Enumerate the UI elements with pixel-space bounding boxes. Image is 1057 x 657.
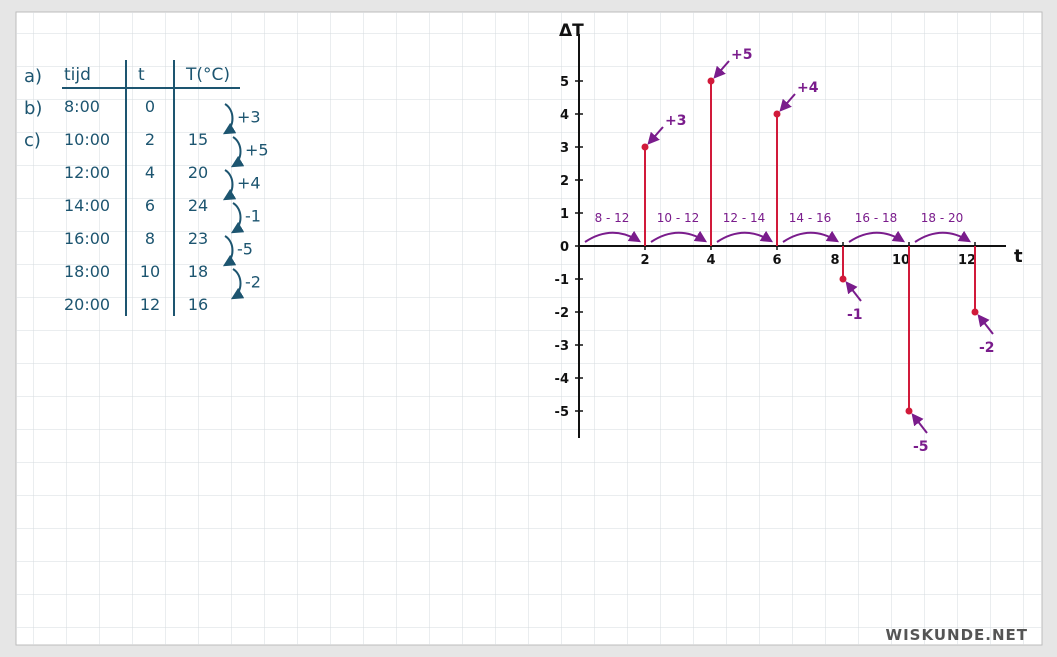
x-tick-label: 10 (892, 253, 910, 268)
data-point (839, 275, 847, 283)
y-axis-label: ΔT (559, 21, 584, 41)
y-tick-label: -2 (555, 306, 569, 321)
table-cell-t: 12 (140, 295, 160, 314)
y-tick-label: 5 (560, 75, 569, 90)
interval-arrow (914, 230, 972, 243)
y-tick-label: -5 (555, 405, 569, 420)
y-tick-label: 4 (560, 108, 569, 123)
difference-bracket (230, 136, 245, 168)
table-cell-t: 10 (140, 262, 160, 281)
label-pointer-arrow (779, 93, 796, 112)
difference-label: -1 (245, 207, 261, 226)
table-header-t: t (138, 65, 145, 85)
table-cell-temp: 20 (188, 163, 208, 182)
difference-label: +4 (237, 174, 261, 193)
difference-bracket (222, 169, 237, 201)
data-point (905, 407, 913, 415)
label-pointer-arrow (647, 126, 664, 145)
label-c: c) (24, 130, 41, 151)
table-cell-tijd: 18:00 (64, 262, 110, 281)
y-tick-label: -1 (555, 273, 569, 288)
y-tick-label: -3 (555, 339, 569, 354)
label-pointer-arrow (713, 60, 730, 79)
label-b: b) (24, 98, 42, 119)
label-pointer-arrow (845, 281, 862, 302)
interval-arrow (584, 230, 642, 243)
table-cell-t: 0 (145, 97, 155, 116)
x-tick-label: 12 (958, 253, 976, 268)
data-table: tijd t T(°C) 8:00 0 10:00 2 15 12:00 4 20 14:00 6… (62, 60, 269, 316)
data-point (971, 308, 979, 316)
interval-label: 14 - 16 (789, 211, 832, 225)
y-tick-label: 2 (560, 174, 569, 189)
difference-bracket (222, 103, 237, 135)
interval-arrow (848, 230, 906, 243)
interval-label: 12 - 14 (723, 211, 766, 225)
x-tick-label: 6 (772, 253, 781, 268)
x-axis-label: t (1014, 246, 1023, 267)
difference-label: +3 (237, 108, 261, 127)
difference-bracket (222, 235, 237, 267)
data-point (641, 143, 649, 151)
interval-label: 18 - 20 (921, 211, 964, 225)
table-cell-tijd: 16:00 (64, 229, 110, 248)
interval-label: 10 - 12 (657, 211, 700, 225)
table-cell-tijd: 8:00 (64, 97, 100, 116)
interval-arrow (650, 230, 708, 243)
x-tick-label: 4 (706, 253, 715, 268)
table-cell-t: 4 (145, 163, 155, 182)
point-label: -5 (913, 439, 929, 455)
board-grid (16, 12, 1042, 645)
table-cell-temp: 15 (188, 130, 208, 149)
difference-bracket (230, 202, 245, 234)
y-tick-label: 1 (560, 207, 569, 222)
table-cell-tijd: 10:00 (64, 130, 110, 149)
y-tick-label: -4 (555, 372, 569, 387)
difference-label: +5 (245, 141, 269, 160)
x-tick-label: 8 (830, 253, 839, 268)
data-point (707, 77, 715, 85)
interval-arrow (782, 230, 840, 243)
table-cell-temp: 24 (188, 196, 208, 215)
difference-label: -2 (245, 273, 261, 292)
point-label: +5 (731, 47, 752, 63)
table-cell-t: 8 (145, 229, 155, 248)
point-label: -1 (847, 307, 863, 323)
table-cell-temp: 18 (188, 262, 208, 281)
y-tick-label: 3 (560, 141, 569, 156)
table-cell-temp: 16 (188, 295, 208, 314)
point-label: +4 (797, 80, 819, 96)
point-label: +3 (665, 113, 686, 129)
table-cell-tijd: 20:00 (64, 295, 110, 314)
y-tick-label: 0 (560, 240, 569, 255)
label-a: a) (24, 66, 42, 87)
table-cell-t: 2 (145, 130, 155, 149)
interval-arrow (716, 230, 774, 243)
interval-label: 8 - 12 (595, 211, 630, 225)
part-labels: a) b) c) (24, 66, 42, 151)
label-pointer-arrow (977, 314, 994, 335)
point-label: -2 (979, 340, 995, 356)
watermark: WISKUNDE.NET (886, 626, 1028, 644)
difference-label: -5 (237, 240, 253, 259)
data-point (773, 110, 781, 118)
label-pointer-arrow (911, 413, 928, 434)
x-tick-label: 2 (640, 253, 649, 268)
table-header-temp: T(°C) (185, 65, 230, 85)
table-header-tijd: tijd (64, 65, 91, 85)
table-cell-tijd: 14:00 (64, 196, 110, 215)
difference-bracket (230, 268, 245, 300)
table-cell-t: 6 (145, 196, 155, 215)
table-cell-temp: 23 (188, 229, 208, 248)
interval-label: 16 - 18 (855, 211, 898, 225)
table-cell-tijd: 12:00 (64, 163, 110, 182)
